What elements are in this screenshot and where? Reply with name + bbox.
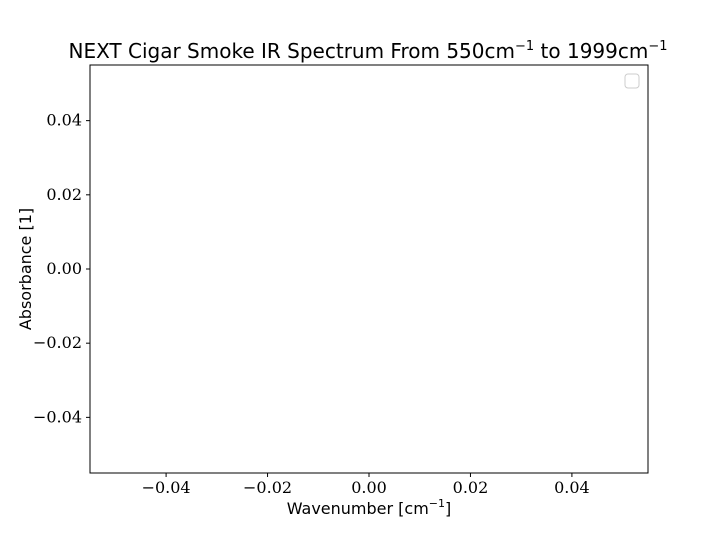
y-tick-label: 0.02 — [46, 185, 82, 204]
x-tick-label: 0.00 — [351, 478, 387, 497]
x-axis-label: Wavenumber [cm−1] — [287, 497, 452, 518]
x-axis-label-superscript: −1 — [429, 497, 445, 510]
x-tick-label: 0.04 — [554, 478, 590, 497]
x-axis-label-main: Wavenumber [cm — [287, 499, 429, 518]
y-tick-label: 0.04 — [46, 111, 82, 130]
x-axis-label-end: ] — [445, 499, 451, 518]
y-axis-label: Absorbance [1] — [16, 208, 35, 330]
legend-box — [624, 73, 640, 89]
x-axis-ticks: −0.04 −0.02 0.00 0.02 0.04 — [142, 473, 590, 497]
y-axis-ticks: 0.04 0.02 0.00 −0.02 −0.04 — [33, 111, 90, 426]
chart-title-superscript-2: −1 — [648, 39, 667, 54]
y-tick-label: −0.02 — [33, 333, 82, 352]
y-tick-label: 0.00 — [46, 259, 82, 278]
chart-title: NEXT Cigar Smoke IR Spectrum From 550cm−… — [68, 39, 667, 63]
chart-title-main: NEXT Cigar Smoke IR Spectrum From 550cm — [68, 39, 515, 63]
x-tick-label: −0.02 — [243, 478, 292, 497]
chart-title-superscript-1: −1 — [515, 39, 534, 54]
y-tick-label: −0.04 — [33, 407, 82, 426]
chart-title-middle: to 1999cm — [534, 39, 648, 63]
x-tick-label: −0.04 — [142, 478, 191, 497]
x-tick-label: 0.02 — [453, 478, 489, 497]
